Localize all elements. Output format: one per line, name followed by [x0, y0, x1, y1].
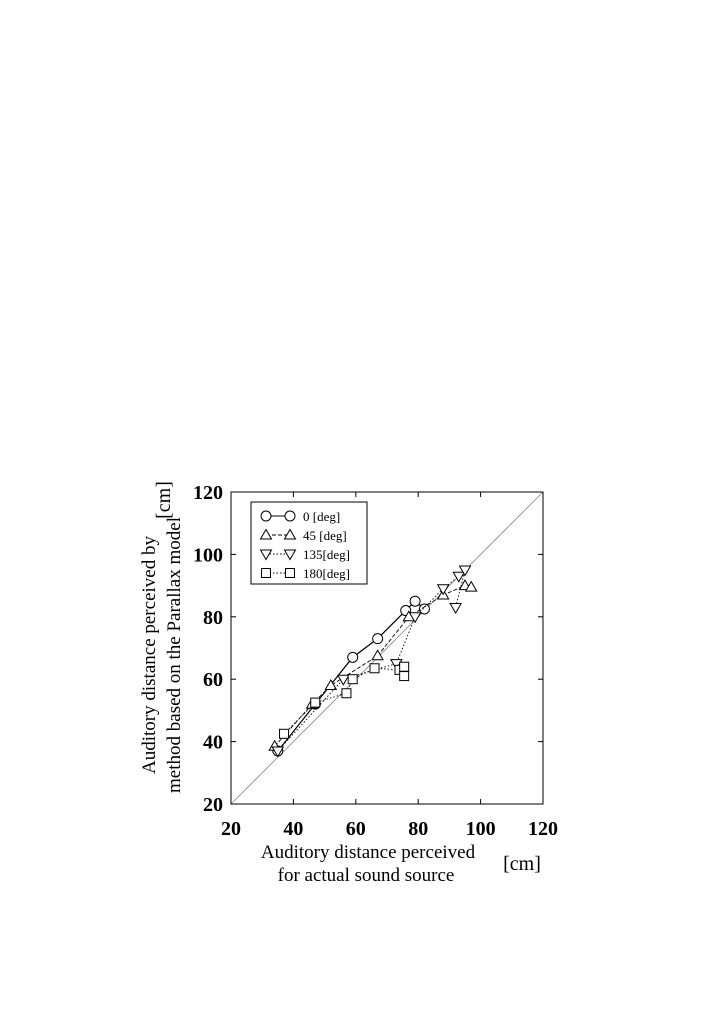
series-line	[283, 665, 405, 735]
data-point	[279, 728, 290, 739]
y-axis-label-line1: Auditory distance perceived by	[139, 536, 160, 774]
data-point	[347, 674, 358, 685]
legend-marker-end	[284, 510, 296, 522]
legend-marker-end	[285, 568, 295, 578]
x-tick-label: 20	[221, 818, 241, 840]
data-point	[324, 678, 338, 690]
legend-marker-start	[260, 510, 272, 522]
tick-labels: 20 40 60 80 100 120 20 40 60 80 100 120	[193, 482, 558, 840]
data-point	[372, 633, 384, 645]
plot-frame	[230, 491, 544, 805]
data-point	[408, 612, 422, 624]
x-tick-label: 120	[528, 818, 558, 840]
legend-label: 135[deg]	[303, 547, 350, 562]
x-axis-unit: [cm]	[503, 853, 541, 875]
data-point	[347, 651, 359, 663]
legend-label: 0 [deg]	[303, 509, 340, 524]
legend-marker-end	[283, 549, 297, 561]
series-layer	[268, 565, 478, 758]
data-point	[449, 602, 463, 614]
y-tick-label: 120	[193, 482, 223, 504]
data-point	[418, 603, 430, 615]
y-tick-label: 80	[203, 607, 223, 629]
data-point	[271, 746, 285, 758]
data-point	[389, 659, 403, 671]
x-tick-label: 40	[283, 818, 303, 840]
y-tick-label: 20	[203, 794, 223, 816]
data-point	[452, 571, 466, 583]
data-point	[409, 595, 421, 607]
data-point	[310, 697, 321, 708]
legend-entry: 0 [deg]	[260, 509, 340, 524]
plot-border	[230, 491, 544, 805]
legend-label: 180[deg]	[303, 566, 350, 581]
y-tick-label: 60	[203, 669, 223, 691]
data-point	[371, 649, 385, 661]
data-point	[336, 674, 350, 686]
legend-marker-end	[283, 528, 297, 540]
legend-marker-start	[261, 568, 271, 578]
data-point	[458, 565, 472, 577]
legend-marker-start	[259, 549, 273, 561]
data-point	[341, 688, 352, 699]
x-axis-label-line1: Auditory distance perceived	[261, 842, 476, 863]
series-3	[279, 661, 410, 739]
legend: 0 [deg] 45 [deg] 135[deg] 180[deg]	[250, 501, 368, 585]
legend-label: 45 [deg]	[303, 528, 347, 543]
data-point	[464, 580, 478, 592]
y-axis-label-line2: method based on the Parallax model	[164, 517, 185, 793]
data-point	[369, 663, 380, 674]
x-tick-label: 80	[408, 818, 428, 840]
series-line	[277, 568, 466, 752]
data-point	[399, 671, 410, 682]
y-axis-unit: [cm]	[153, 481, 175, 519]
series-2	[271, 565, 472, 758]
legend-entry: 135[deg]	[259, 547, 350, 562]
legend-entry: 45 [deg]	[259, 528, 347, 543]
data-point	[436, 584, 450, 596]
x-tick-label: 100	[466, 818, 496, 840]
y-tick-label: 100	[193, 544, 223, 566]
x-tick-label: 60	[346, 818, 366, 840]
x-axis-label-line2: for actual sound source	[278, 865, 455, 886]
legend-marker-start	[259, 528, 273, 540]
series-0	[272, 595, 430, 757]
y-tick-label: 40	[203, 732, 223, 754]
legend-entry: 180[deg]	[261, 566, 350, 581]
data-point	[399, 661, 410, 672]
